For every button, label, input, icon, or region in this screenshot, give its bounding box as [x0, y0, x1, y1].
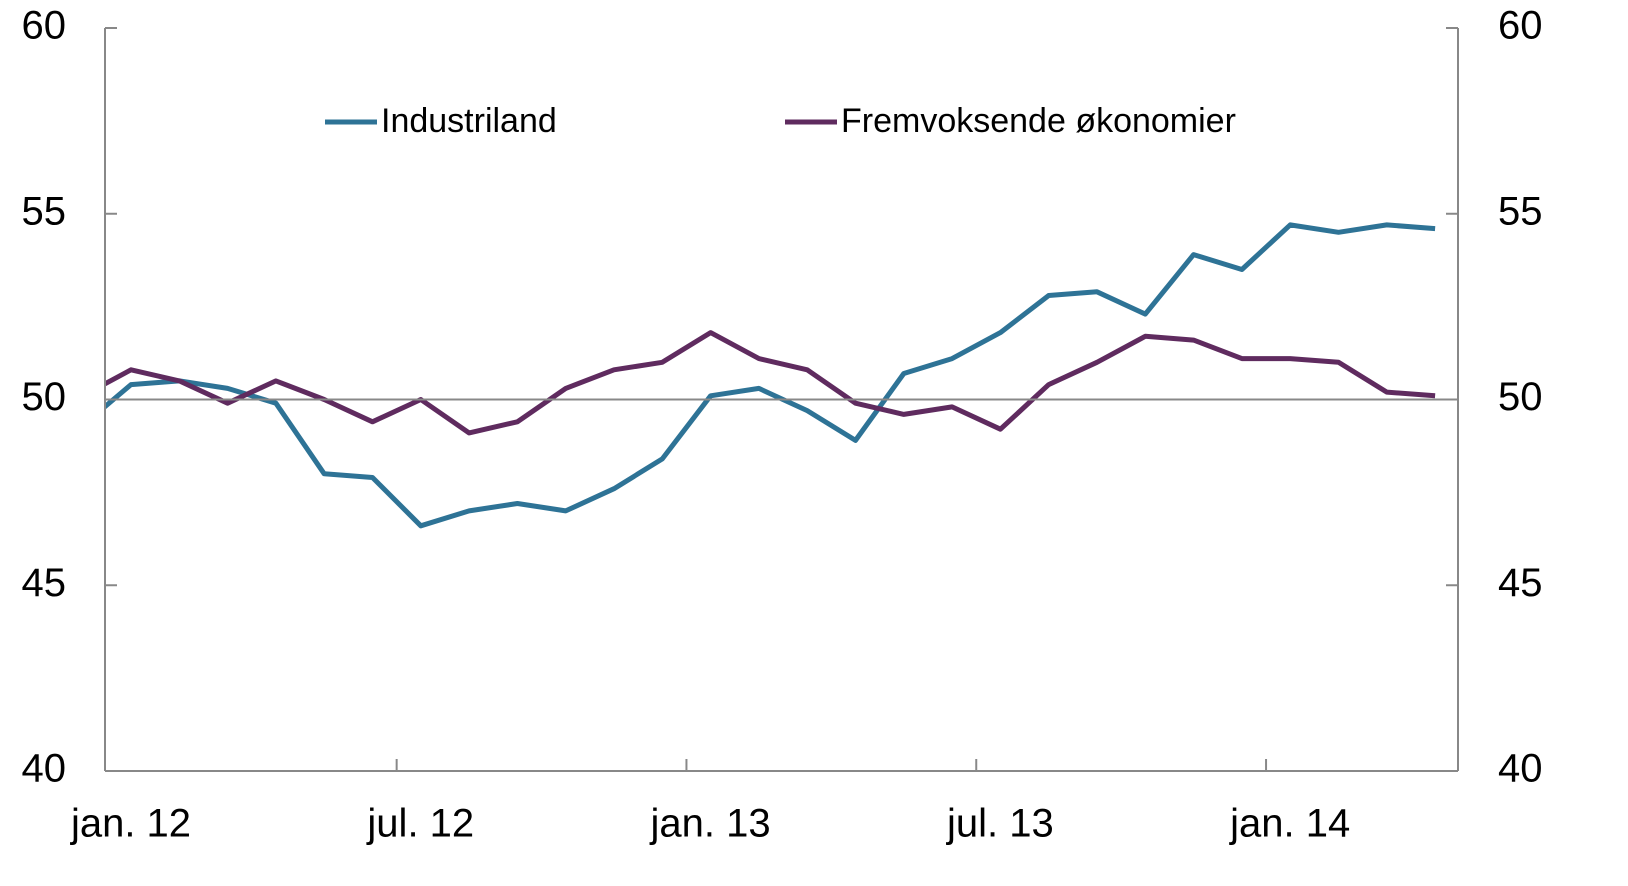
y-tick-label-left: 55 [22, 189, 67, 233]
y-tick-label-left: 45 [22, 561, 67, 605]
legend-label: Industriland [381, 102, 557, 140]
x-tick-label: jul. 12 [366, 802, 474, 846]
x-tick-label: jan. 12 [70, 802, 191, 846]
y-tick-label-left: 40 [22, 747, 67, 791]
y-tick-label-right: 50 [1498, 375, 1543, 419]
legend-label: Fremvoksende økonomier [841, 102, 1236, 140]
y-tick-label-right: 60 [1498, 4, 1543, 48]
x-tick-label: jul. 13 [946, 802, 1054, 846]
y-tick-label-right: 55 [1498, 189, 1543, 233]
y-tick-label-right: 40 [1498, 747, 1543, 791]
x-tick-label: jan. 13 [650, 802, 771, 846]
y-tick-label-left: 50 [22, 375, 67, 419]
series-line [105, 222, 1436, 529]
y-tick-label-right: 45 [1498, 561, 1543, 605]
series-line [105, 330, 1436, 436]
x-tick-label: jan. 14 [1229, 802, 1350, 846]
plot-area [105, 222, 1436, 529]
y-tick-label-left: 60 [22, 4, 67, 48]
